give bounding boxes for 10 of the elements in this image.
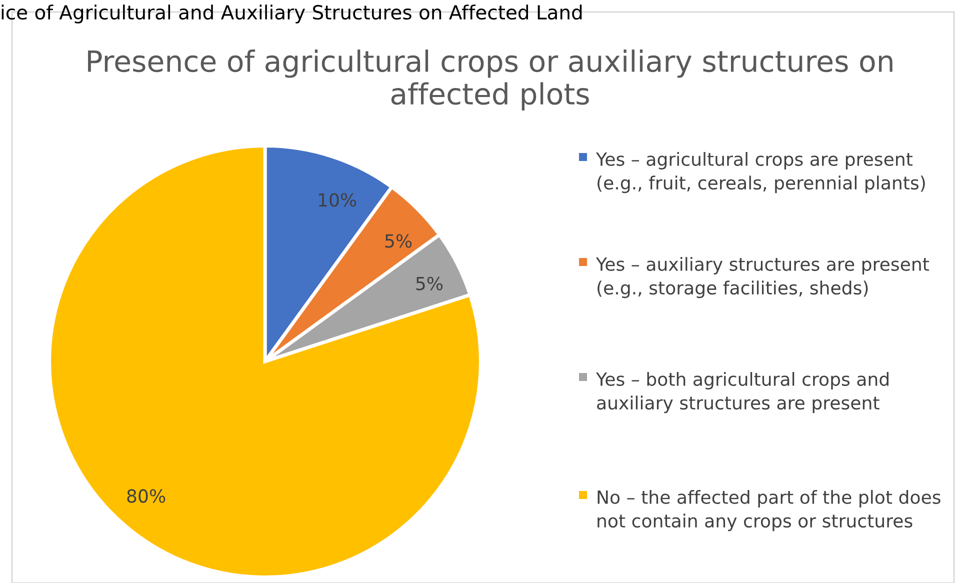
legend-label: No – the affected part of the plot does not contain any crops or structures (598, 490, 940, 532)
legend-label: Yes – both agricultural crops and auxiliary structures are present (596, 372, 888, 414)
data-label: 5% (385, 234, 412, 248)
data-label: 5% (416, 276, 443, 290)
text: ice of Agricultural and Auxiliary Structures on Affected Land (2, 4, 582, 24)
chart-title: Presence of agricultural crops or auxiliary structures on affected plots (88, 50, 892, 110)
data-label: 10% (318, 193, 356, 207)
legend-label: Yes – agricultural crops are present (e.g., fruit, cereals, perennial plants) (596, 152, 925, 194)
data-label: 80% (127, 489, 166, 503)
legend-label: Yes – auxiliary structures are present (e.g., storage facilities, sheds) (596, 257, 930, 298)
